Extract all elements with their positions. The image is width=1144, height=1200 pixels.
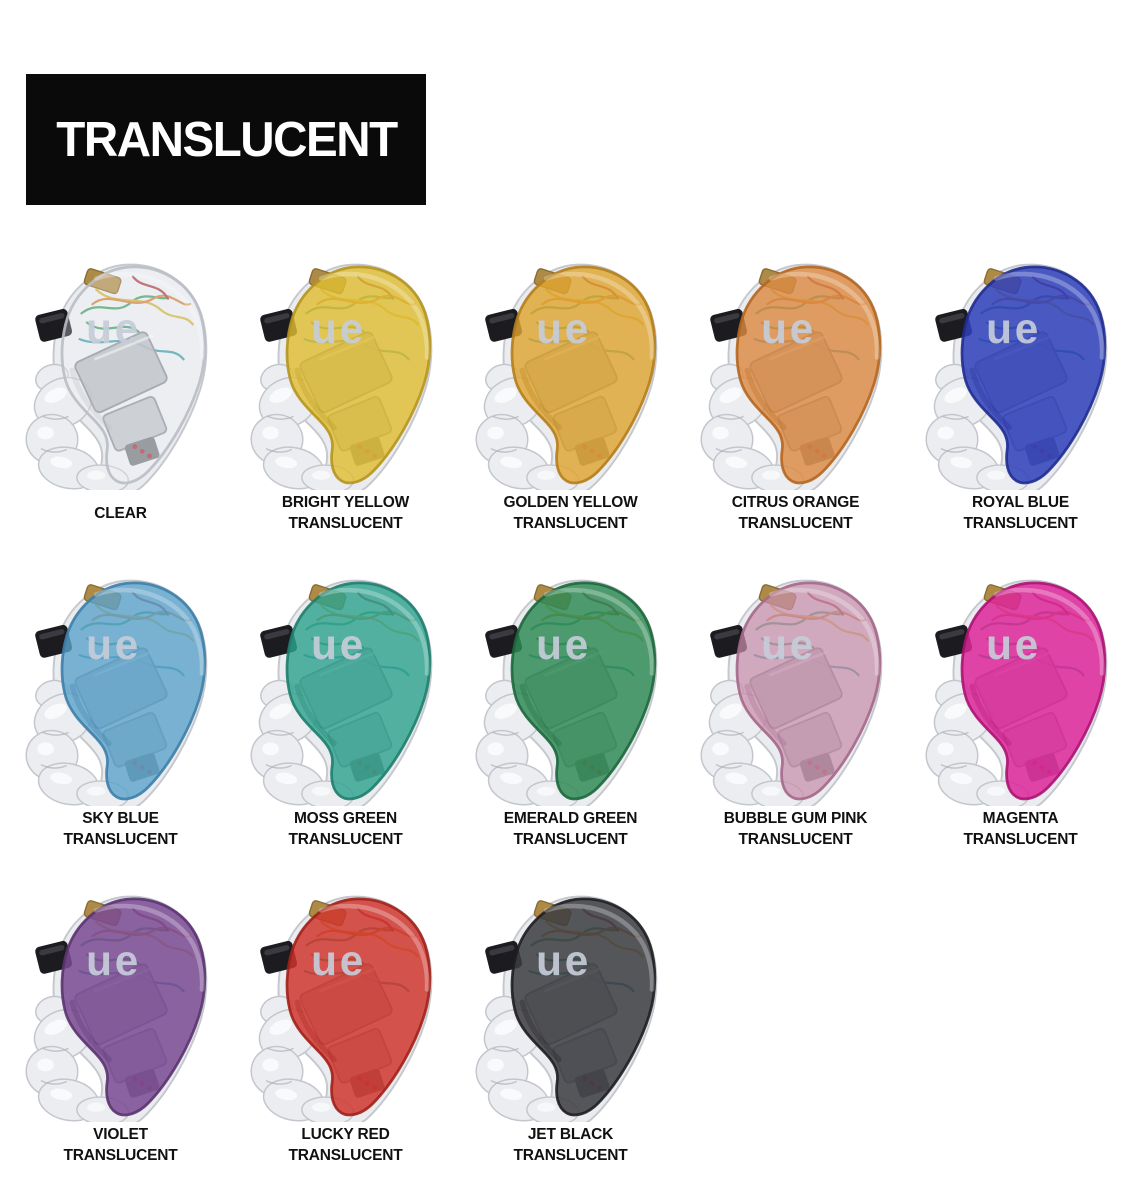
swatch-moss-green: MOSS GREEN TRANSLUCENT	[233, 566, 458, 852]
color-suffix: TRANSLUCENT	[288, 1147, 403, 1164]
swatch-sky-blue: SKY BLUE TRANSLUCENT	[8, 566, 233, 852]
swatch-label: EMERALD GREEN TRANSLUCENT	[503, 806, 638, 852]
color-name: VIOLET	[93, 1126, 148, 1143]
color-name: BRIGHT YELLOW	[281, 494, 410, 511]
iem-image	[915, 250, 1127, 490]
iem-image	[915, 566, 1127, 806]
iem-image	[240, 250, 452, 490]
swatch-label: CLEAR	[94, 490, 147, 536]
color-name: MAGENTA	[982, 810, 1059, 827]
iem-image	[240, 566, 452, 806]
category-title: TRANSLUCENT	[55, 112, 398, 167]
color-name: ROYAL BLUE	[971, 494, 1070, 511]
swatch-bubble-gum-pink: BUBBLE GUM PINK TRANSLUCENT	[683, 566, 908, 852]
iem-image	[15, 250, 227, 490]
swatch-label: CITRUS ORANGE TRANSLUCENT	[731, 490, 860, 536]
swatch-label: VIOLET TRANSLUCENT	[63, 1122, 177, 1168]
color-swatch-grid: CLEAR BRIGHT YELLOW TRANSLUCENT GOLDEN Y…	[8, 250, 1136, 1198]
swatch-label: LUCKY RED TRANSLUCENT	[288, 1122, 402, 1168]
iem-image	[15, 566, 227, 806]
swatch-emerald-green: EMERALD GREEN TRANSLUCENT	[458, 566, 683, 852]
category-banner: TRANSLUCENT	[26, 74, 426, 205]
color-name: GOLDEN YELLOW	[503, 494, 638, 511]
iem-image	[15, 882, 227, 1122]
color-name: CITRUS ORANGE	[731, 494, 860, 511]
color-name: BUBBLE GUM PINK	[723, 810, 868, 827]
iem-image	[690, 250, 902, 490]
swatch-lucky-red: LUCKY RED TRANSLUCENT	[233, 882, 458, 1168]
swatch-label: BUBBLE GUM PINK TRANSLUCENT	[723, 806, 868, 852]
swatch-jet-black: JET BLACK TRANSLUCENT	[458, 882, 683, 1168]
color-suffix: TRANSLUCENT	[63, 1147, 178, 1164]
swatch-golden-yellow: GOLDEN YELLOW TRANSLUCENT	[458, 250, 683, 536]
color-suffix: TRANSLUCENT	[738, 831, 853, 848]
color-name: EMERALD GREEN	[503, 810, 638, 827]
color-name: JET BLACK	[527, 1126, 614, 1143]
iem-image	[690, 566, 902, 806]
swatch-label: ROYAL BLUE TRANSLUCENT	[963, 490, 1077, 536]
iem-image	[465, 566, 677, 806]
swatch-row-1: CLEAR BRIGHT YELLOW TRANSLUCENT GOLDEN Y…	[8, 250, 1136, 536]
iem-image	[465, 250, 677, 490]
iem-image	[240, 882, 452, 1122]
swatch-label: MOSS GREEN TRANSLUCENT	[288, 806, 402, 852]
color-suffix: TRANSLUCENT	[288, 831, 403, 848]
color-name: LUCKY RED	[301, 1126, 390, 1143]
color-suffix: TRANSLUCENT	[738, 515, 853, 532]
color-name: MOSS GREEN	[293, 810, 398, 827]
swatch-clear: CLEAR	[8, 250, 233, 536]
swatch-label: GOLDEN YELLOW TRANSLUCENT	[503, 490, 637, 536]
swatch-label: MAGENTA TRANSLUCENT	[963, 806, 1077, 852]
color-suffix: TRANSLUCENT	[513, 1147, 628, 1164]
swatch-label: BRIGHT YELLOW TRANSLUCENT	[282, 490, 409, 536]
color-suffix: TRANSLUCENT	[63, 831, 178, 848]
iem-image	[465, 882, 677, 1122]
swatch-label: SKY BLUE TRANSLUCENT	[63, 806, 177, 852]
swatch-magenta: MAGENTA TRANSLUCENT	[908, 566, 1133, 852]
color-suffix: TRANSLUCENT	[963, 831, 1078, 848]
swatch-violet: VIOLET TRANSLUCENT	[8, 882, 233, 1168]
color-name: SKY BLUE	[82, 810, 159, 827]
swatch-row-2: SKY BLUE TRANSLUCENT MOSS GREEN TRANSLUC…	[8, 566, 1136, 852]
color-suffix: TRANSLUCENT	[288, 515, 403, 532]
swatch-royal-blue: ROYAL BLUE TRANSLUCENT	[908, 250, 1133, 536]
color-name: CLEAR	[94, 504, 147, 522]
color-suffix: TRANSLUCENT	[513, 515, 628, 532]
swatch-citrus-orange: CITRUS ORANGE TRANSLUCENT	[683, 250, 908, 536]
swatch-label: JET BLACK TRANSLUCENT	[513, 1122, 627, 1168]
color-suffix: TRANSLUCENT	[513, 831, 628, 848]
color-suffix: TRANSLUCENT	[963, 515, 1078, 532]
swatch-row-3: VIOLET TRANSLUCENT LUCKY RED TRANSLUCENT…	[8, 882, 1136, 1168]
swatch-bright-yellow: BRIGHT YELLOW TRANSLUCENT	[233, 250, 458, 536]
